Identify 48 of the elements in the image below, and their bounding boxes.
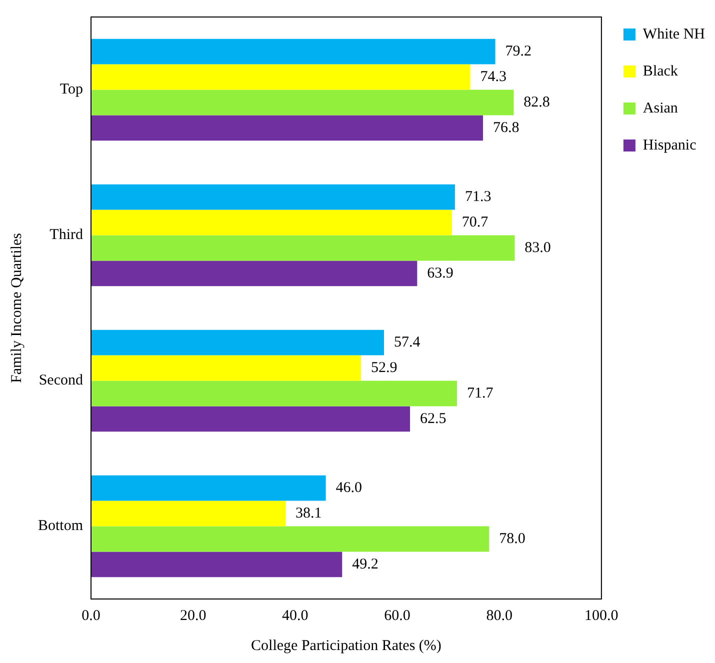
data-label: 70.7 (462, 214, 489, 230)
y-tick-label: Top (60, 82, 84, 98)
bar (91, 90, 514, 116)
bar (91, 552, 342, 578)
bar (91, 64, 470, 90)
data-label: 62.5 (420, 410, 446, 427)
legend-label: Hispanic (642, 137, 697, 154)
data-label: 74.3 (480, 68, 507, 85)
x-tick-label: 80.0 (486, 608, 512, 624)
data-label: 57.4 (394, 334, 421, 350)
data-label: 38.1 (295, 505, 322, 522)
data-label: 76.8 (493, 120, 520, 136)
bar (91, 500, 286, 526)
data-label: 71.3 (464, 188, 492, 205)
data-label: 82.8 (524, 94, 550, 110)
bar (91, 210, 452, 236)
x-tick-label: 40.0 (282, 608, 308, 624)
data-label: 79.2 (505, 43, 532, 60)
x-tick-label: 0.0 (82, 608, 100, 624)
x-tick-label: 20.0 (180, 608, 206, 624)
bar (91, 475, 326, 501)
y-tick-label: Third (50, 227, 84, 244)
bar (91, 115, 484, 141)
bar (91, 380, 457, 406)
bar (91, 235, 515, 261)
legend-label: Asian (642, 100, 678, 116)
data-label: 52.9 (371, 360, 398, 376)
bar (91, 526, 490, 552)
legend-label: White NH (642, 26, 706, 42)
y-tick-label: Bottom (38, 518, 84, 534)
data-label: 83.0 (524, 240, 551, 256)
data-label: 78.0 (499, 530, 526, 547)
bar (91, 184, 455, 210)
y-axis-title: Family Income Quartiles (8, 232, 25, 383)
bar (91, 330, 384, 356)
data-label: 46.0 (336, 480, 362, 496)
y-tick-label: Second (38, 372, 84, 389)
bar (91, 260, 418, 286)
data-label: 63.9 (427, 265, 454, 282)
bar (91, 355, 362, 381)
bar (91, 406, 410, 432)
data-label: 71.7 (466, 385, 494, 402)
x-tick-label: 100.0 (584, 608, 618, 624)
legend-label: Black (642, 63, 678, 80)
x-axis-title: College Participation Rates (%) (251, 638, 442, 654)
data-label: 49.2 (352, 556, 378, 572)
bar (91, 38, 496, 64)
x-tick-label: 60.0 (384, 608, 410, 624)
